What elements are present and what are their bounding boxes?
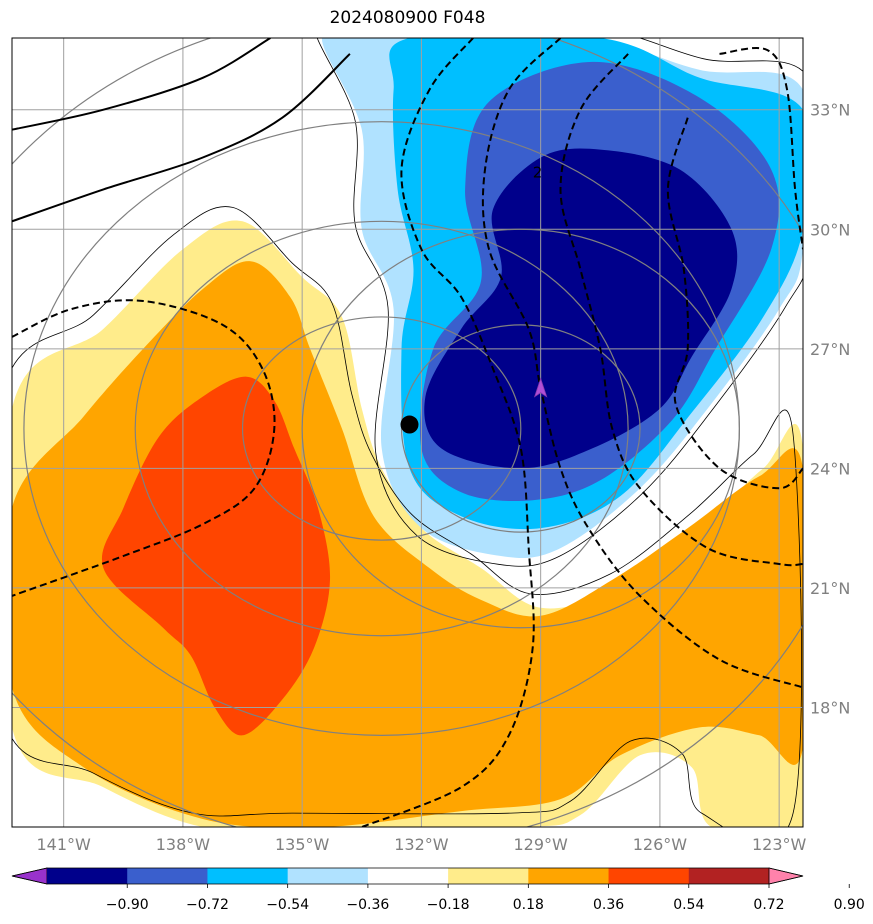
colorbar-label-4: −0.18 [427,897,470,913]
colorbar-outline [11,867,804,885]
colorbar-label-2: −0.54 [266,897,309,913]
plot-frame [11,37,804,828]
colorbar-label-6: 0.36 [593,897,624,913]
dashed-contour-1 [361,38,535,827]
colorbar-label-7: 0.54 [673,897,704,913]
gridlines [12,38,803,827]
chart-title: 2024080900 F048 [329,8,486,28]
colorbar-bin-3 [287,868,369,884]
y-tick-label-2: 24°N [810,459,850,478]
y-tick-label-0: 18°N [810,698,850,717]
colorbar-label-1: −0.72 [186,897,229,913]
gray-ring-a-0 [241,316,522,541]
x-tick-label-1: 138°W [156,835,211,854]
y-tick-label-3: 27°N [810,340,850,359]
dashed-contour-5 [719,46,803,250]
colorbar: −0.90 −0.72 −0.54 −0.36 −0.18 0.18 0.36 0.54 0.7… [11,867,865,913]
colorbar-bin-2 [207,868,289,884]
x-tick-label-2: 135°W [275,835,330,854]
colorbar-extend-high [768,867,804,885]
thin-contour-lines [12,38,803,827]
dashed-contours [12,38,803,827]
observed-position-marker [400,415,419,434]
dashed-contour-3 [559,53,803,567]
gray-ring-a-1 [134,220,629,637]
contour-label: 2 [533,163,543,181]
y-tick-label-1: 21°N [810,579,850,598]
y-tick-label-5: 33°N [810,101,850,120]
solid-contours: 2 [12,38,543,223]
axis-ticks: 141°W 138°W 135°W 132°W 129°W 126°W 123°W 18°N 2… [36,101,850,854]
colorbar-bin-7 [608,868,690,884]
solid-contour-0 [12,38,271,131]
colorbar-bin-6 [528,868,610,884]
x-tick-label-5: 126°W [633,835,688,854]
markers [400,377,548,434]
negative-fill-3 [424,148,738,469]
thin-contour-0 [12,206,802,827]
dashed-contour-2 [481,38,803,689]
dashed-contour-4 [666,117,803,490]
gray-ring-b-1 [301,228,741,629]
x-tick-label-3: 132°W [394,835,449,854]
colorbar-bin-1 [127,868,208,884]
forecast-position-marker [533,377,548,398]
colorbar-label-5: 0.18 [513,897,544,913]
x-tick-label-6: 123°W [752,835,807,854]
colorbar-bin-4 [367,868,449,884]
x-tick-label-4: 129°W [513,835,568,854]
filled-contours [12,38,803,827]
colorbar-bin-5 [448,868,529,884]
colorbar-label-8: 0.72 [753,897,784,913]
solid-contour-1 [12,53,351,223]
thin-contour-1 [316,38,803,567]
colorbar-extend-low [11,867,48,885]
colorbar-bin-0 [47,868,128,884]
y-tick-label-4: 30°N [810,220,850,239]
colorbar-label-3: −0.36 [346,897,389,913]
x-tick-label-0: 141°W [36,835,91,854]
colorbar-label-9: 0.90 [834,897,865,913]
map-plot-area: 2 [12,38,803,827]
positive-fill-2 [101,376,331,736]
gray-rings [12,38,803,827]
dashed-contour-0 [12,299,276,597]
colorbar-bin-8 [688,868,770,884]
colorbar-label-0: −0.90 [106,897,149,913]
